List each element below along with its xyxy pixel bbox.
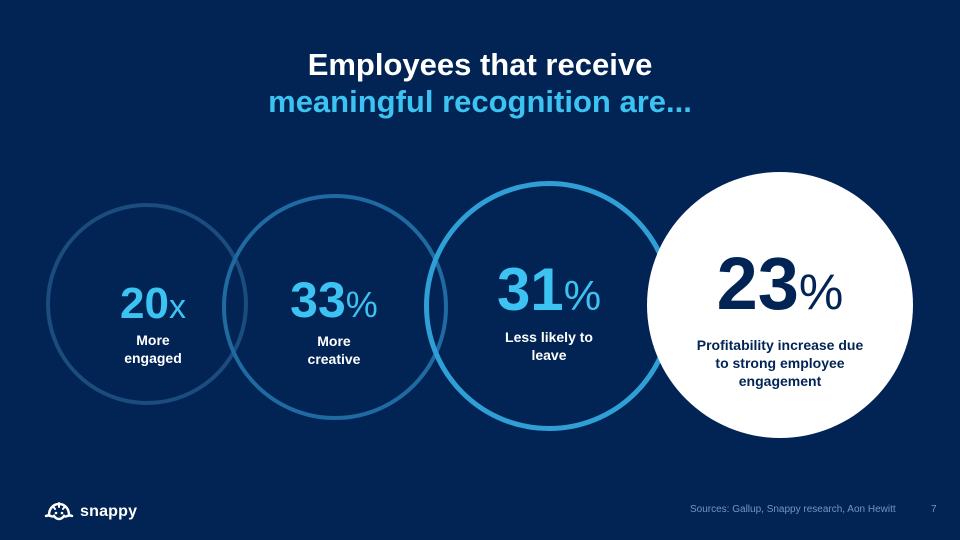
stat-number: 20 [120,279,169,328]
stat-unit: % [798,264,844,320]
slide-title: Employees that receive meaningful recogn… [0,46,960,120]
stat-description-line: leave [531,347,567,363]
stat-value: 23% [675,244,885,332]
stat-description-line: More [317,333,351,349]
sources-note: Sources: Gallup, Snappy research, Aon He… [690,504,896,515]
stat-description-line: More [136,332,170,348]
stat-number: 33 [290,272,346,328]
title-line-2: meaningful recognition are... [268,84,692,119]
stat-description: More engaged [88,331,218,367]
stat-description-line: engaged [124,350,182,366]
title-line-1: Employees that receive [307,47,653,82]
stat-description-line: engagement [738,373,822,389]
stat-leave: 31% Less likely to leave [474,258,624,364]
stat-number: 31 [496,256,564,323]
stat-unit: % [345,284,378,325]
stat-description-line: to strong employee [715,355,845,371]
stat-unit: x [168,288,186,326]
stat-unit: % [563,272,602,319]
snappy-logo: snappy [44,500,137,524]
stat-engaged: 20x More engaged [88,280,218,367]
stat-description: Profitability increase due to strong empl… [675,336,885,390]
stat-description-line: Less likely to [505,329,593,345]
stat-creative: 33% More creative [264,273,404,368]
stat-profitability: 23% Profitability increase due to strong … [675,244,885,390]
stat-description: More creative [264,332,404,368]
logo-text: snappy [80,503,138,520]
stat-value: 31% [474,258,624,328]
stat-description-line: Profitability increase due [696,337,864,353]
page-number: 7 [931,504,937,515]
stat-value: 33% [264,273,404,332]
stat-number: 23 [716,242,799,325]
circle-filled-4 [647,172,913,438]
stat-value: 20x [88,280,218,331]
snappy-logo-icon [44,502,74,521]
stat-description: Less likely to leave [474,328,624,364]
stat-description-line: creative [307,351,361,367]
